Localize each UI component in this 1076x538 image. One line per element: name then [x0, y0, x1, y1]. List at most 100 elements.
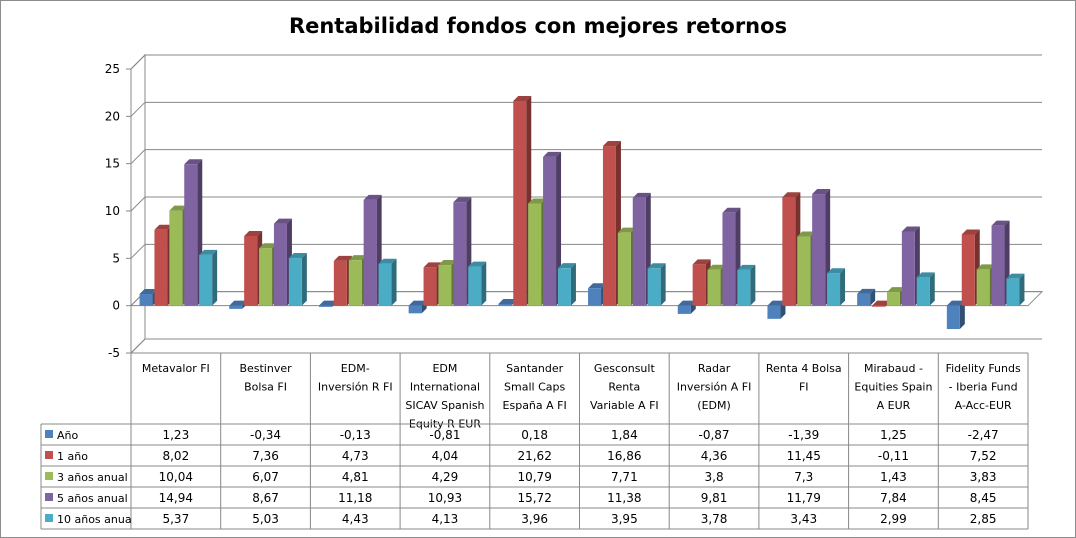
- bar-front: [408, 305, 422, 314]
- table-cell: 7,36: [252, 449, 279, 463]
- bar-top: [722, 207, 741, 213]
- bar-front: [1006, 278, 1020, 306]
- table-cell: 7,71: [611, 470, 638, 484]
- bar-top: [991, 220, 1010, 226]
- category-label-line: International: [410, 381, 480, 394]
- bar-top: [737, 264, 756, 270]
- bar-top: [199, 249, 218, 255]
- table-cell: 3,83: [970, 470, 997, 484]
- bar-top: [961, 229, 980, 235]
- table-cell: 8,67: [252, 491, 279, 505]
- bar-top: [348, 255, 367, 261]
- gridline: [130, 196, 1042, 212]
- legend-label: 1 año: [57, 450, 88, 463]
- bar-front: [378, 263, 392, 306]
- table-cell: -0,11: [878, 449, 909, 463]
- bar-top: [498, 298, 517, 304]
- table-cell: 1,43: [880, 470, 907, 484]
- bar-top: [528, 198, 547, 204]
- bar: [557, 263, 576, 306]
- category-label-line: Fidelity Funds: [946, 362, 1021, 375]
- legend-swatch: [45, 493, 53, 501]
- bar-top: [692, 259, 711, 265]
- legend-label: 3 años anual: [57, 471, 128, 484]
- bar-top: [976, 264, 995, 270]
- legend-label: 10 años anua: [57, 513, 132, 526]
- category-label-line: Bolsa FI: [244, 381, 287, 394]
- table-cell: -1,39: [788, 428, 819, 442]
- category-label-line: Gesconsult: [594, 362, 656, 375]
- bar-top: [632, 192, 651, 198]
- category-label-line: SICAV Spanish: [405, 399, 484, 412]
- bar-front: [617, 232, 631, 306]
- y-tick-label: -5: [108, 346, 120, 360]
- bar-top: [363, 194, 382, 200]
- bar: [199, 249, 218, 306]
- bar-front: [468, 266, 482, 306]
- bar-side: [750, 264, 756, 306]
- table-cell: -0,13: [340, 428, 371, 442]
- table-cell: 11,45: [787, 449, 821, 463]
- bar-top: [1006, 273, 1025, 279]
- table-cell: 1,84: [611, 428, 638, 442]
- bar-top: [288, 253, 307, 259]
- bar-front: [901, 231, 915, 306]
- bar-front: [827, 273, 841, 306]
- category-label-line: A EUR: [877, 399, 911, 412]
- table-cell: 4,13: [432, 512, 459, 526]
- category-label: Mirabaud - Equities Spain A EUR: [854, 362, 932, 412]
- bar-front: [453, 202, 467, 306]
- bar-side: [1019, 273, 1025, 306]
- y-tick-label: 25: [105, 62, 120, 76]
- table-cell: 14,94: [159, 491, 193, 505]
- bar-top: [139, 289, 158, 295]
- legend-label: 5 años anual: [57, 492, 128, 505]
- table-row: 5 años anual 14,94 8,67 11,18 10,93 15,72 11,3…: [45, 491, 997, 505]
- table-cell: 4,04: [432, 449, 459, 463]
- table-cell: 7,3: [794, 470, 813, 484]
- bar-top: [378, 258, 397, 264]
- legend-label: Año: [57, 429, 78, 442]
- bar-top: [588, 283, 607, 289]
- bar-top: [916, 272, 935, 278]
- bar-top: [408, 300, 427, 306]
- bar-front: [139, 294, 153, 306]
- category-label-line: FI: [799, 381, 809, 394]
- bar-top: [229, 300, 248, 306]
- category-label-line: Renta 4 Bolsa: [766, 362, 842, 375]
- bar: [513, 95, 532, 306]
- bar: [827, 268, 846, 306]
- category-label-line: Equities Spain: [854, 381, 932, 394]
- bar: [632, 192, 651, 306]
- bar-front: [946, 305, 960, 330]
- bar-front: [976, 269, 990, 306]
- bar-front: [229, 305, 243, 309]
- table-cell: 10,93: [428, 491, 462, 505]
- bar-top: [946, 300, 965, 306]
- y-tick-label: 20: [105, 109, 120, 123]
- bars: [139, 95, 1025, 330]
- table-cell: 1,25: [880, 428, 907, 442]
- table-cell: 6,07: [252, 470, 279, 484]
- bar-top: [857, 288, 876, 294]
- bar-front: [886, 292, 900, 306]
- table-cell: 11,38: [607, 491, 641, 505]
- bar-front: [916, 277, 930, 306]
- bar-top: [886, 287, 905, 293]
- bar-top: [273, 218, 292, 224]
- bar-front: [363, 199, 377, 306]
- bar-top: [812, 189, 831, 195]
- table-cell: 11,79: [787, 491, 821, 505]
- table-row: 3 años anual 10,04 6,07 4,81 4,29 10,79 7,71 3,…: [45, 470, 997, 484]
- category-label-line: Mirabaud -: [864, 362, 923, 375]
- category-label: Santander Small Caps España A FI: [503, 362, 567, 412]
- category-label-line: Inversión A FI: [677, 381, 752, 394]
- bar-front: [797, 236, 811, 306]
- bar-front: [767, 305, 781, 319]
- table-cell: 21,62: [517, 449, 551, 463]
- bar-front: [513, 100, 527, 306]
- bar: [1006, 273, 1025, 306]
- table-cell: 10,79: [517, 470, 551, 484]
- category-label-line: Variable A FI: [590, 399, 659, 412]
